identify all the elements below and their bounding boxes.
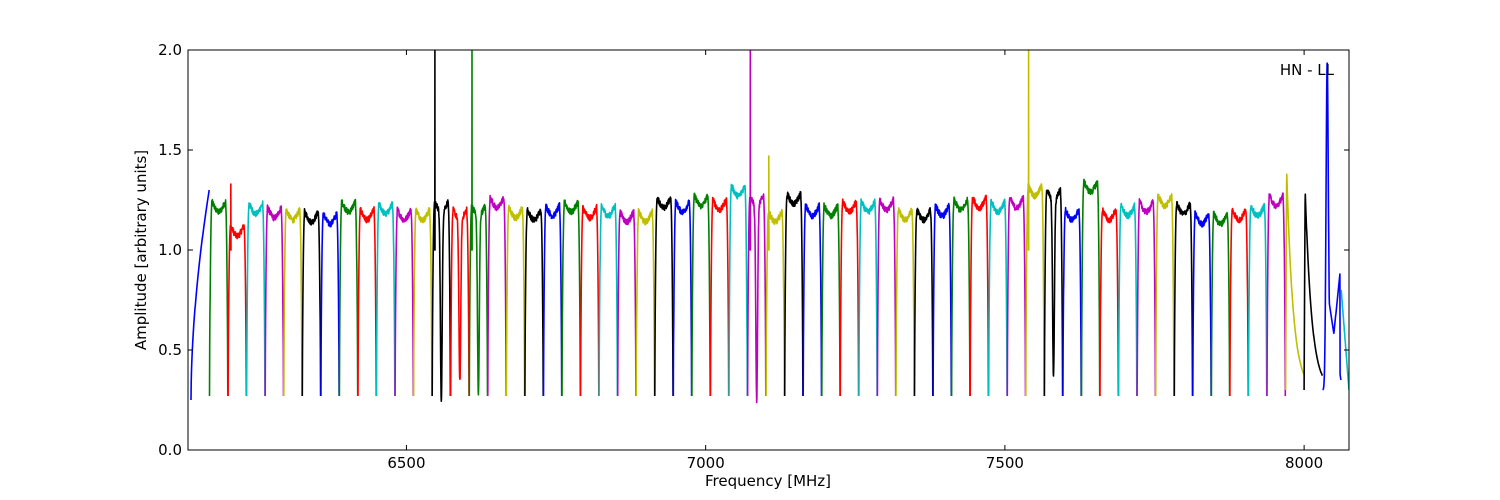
series-line-46 [1043,187,1064,397]
series-line-57 [1247,202,1268,397]
x-axis-label: Frequency [MHz] [705,472,831,490]
series-line-38 [895,207,915,397]
series-line-17 [505,204,526,397]
series-line-2 [227,183,248,397]
series-line-55 [1210,210,1231,397]
x-tick-label: 8000 [1285,454,1323,472]
series-line-32 [783,190,804,397]
series-line-11 [394,206,415,397]
series-line-41 [950,196,971,397]
series-line-20 [561,199,582,397]
y-tick-label: 1.0 [158,241,182,259]
series-line-47 [1062,206,1082,397]
series-line-1 [208,198,229,397]
series-line-18 [524,207,544,397]
series-line-16 [487,194,507,397]
y-tick-label: 2.0 [158,41,182,59]
series-line-59 [1284,173,1305,391]
series-line-21 [579,203,600,397]
series-line-26 [672,198,693,397]
series-line-15 [468,50,489,397]
x-tick-label: 6500 [387,454,425,472]
series-line-9 [357,206,377,397]
series-line-50 [1117,202,1138,397]
series-line-60 [1303,193,1324,391]
series-line-53 [1173,200,1194,397]
series-line-62 [1340,289,1349,391]
ticks-layer: 6500 7000 7500 8000 0.0 0.5 1.0 1.5 2.0 [158,41,1349,472]
series-line-34 [821,202,841,397]
series-line-5 [283,207,303,397]
y-tick-label: 1.5 [158,141,182,159]
series-line-61 [1322,62,1342,391]
series-line-29 [728,183,749,397]
series-line-39 [913,207,934,397]
y-tick-label: 0.5 [158,341,182,359]
chart-annotation: HN - LL [1280,61,1335,79]
series-line-28 [709,196,730,397]
series-line-12 [412,207,433,397]
series-line-4 [264,204,285,397]
series-line-14 [449,206,470,397]
series-line-13 [431,50,452,402]
series-line-7 [320,211,340,397]
series-line-30 [746,50,767,404]
series-line-25 [654,196,674,397]
series-line-10 [375,201,396,397]
series-line-49 [1099,207,1120,397]
series-line-19 [542,202,563,397]
y-tick-label: 0.0 [158,441,182,459]
series-line-24 [635,207,656,397]
series-line-54 [1192,210,1212,397]
series-line-51 [1136,198,1157,397]
series-line-27 [691,192,711,397]
series-line-52 [1154,193,1175,397]
series-line-3 [245,200,266,397]
series-line-33 [802,202,823,397]
series-line-42 [969,194,990,397]
series-line-44 [1006,194,1027,397]
series-line-48 [1080,178,1101,397]
series-line-36 [858,198,878,397]
series-line-23 [616,209,637,397]
series-line-31 [765,155,786,397]
series-layer [190,50,1349,404]
series-line-40 [932,202,953,397]
series-line-56 [1229,207,1249,397]
series-line-43 [987,198,1008,397]
series-line-35 [839,198,860,397]
series-line-0 [190,189,210,401]
series-line-8 [338,198,359,397]
x-tick-label: 7000 [687,454,725,472]
x-tick-label: 7500 [986,454,1024,472]
y-axis-label: Amplitude [arbitrary units] [132,150,150,350]
series-line-45 [1025,50,1045,397]
series-line-58 [1266,192,1287,397]
series-line-22 [598,202,619,397]
series-line-6 [301,208,322,397]
series-line-37 [876,196,897,397]
